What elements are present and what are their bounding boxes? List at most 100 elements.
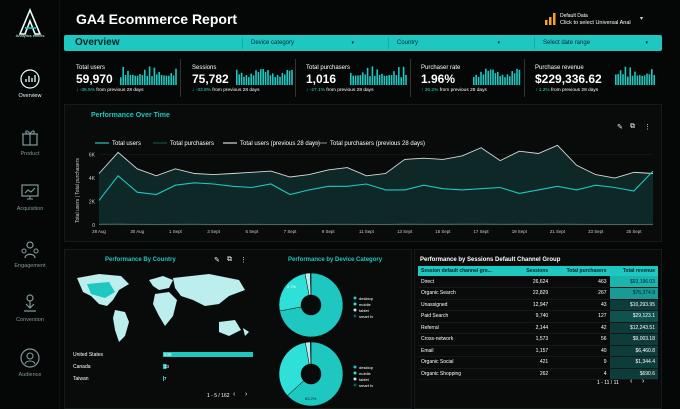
filter-bar: Overview Device category ▾ Country ▾ Selec… [64,35,662,51]
table-row[interactable]: Referral 2,144 42 $12,243.51 [418,322,658,334]
export-icon[interactable]: ⧉ [630,123,635,130]
next-page-icon[interactable]: › [245,391,248,398]
channel-table: Session default channel gro... Sessions … [418,266,658,380]
panel-title: Performance Over Time [91,112,170,119]
revenue-cell: $76,374.9 [609,287,658,300]
audience-icon [20,348,40,368]
spark-bar [388,74,390,85]
legend-label: Total purchasers (previous 28 days) [330,141,425,147]
spark-bar [243,76,245,85]
spark-bar [473,76,475,85]
pie-label: 2.7% [287,284,297,289]
prev-page-icon[interactable]: ‹ [630,378,633,385]
spark-bar [631,75,634,85]
kpi-sessions: Sessions 75,782 ↓ -33.8% from previous 2… [186,57,296,99]
sidebar-item-label: Conversion [16,317,44,323]
spark-bar [369,76,371,85]
legend-dot [353,296,357,300]
gift-icon [22,130,38,146]
country-bar [163,364,167,369]
y-axis-label: Total users | Total purchasers [75,158,81,223]
divider [524,59,525,97]
spark-bar [393,71,395,85]
sidebar-item-overview[interactable]: Overview [4,68,56,99]
country-value: 33 [164,364,170,369]
purchasers-cell: 267 [551,287,610,300]
kpi-sparkline [615,66,655,85]
column-header[interactable]: Total revenue [609,266,658,276]
spark-bar [405,74,407,85]
prev-page-icon[interactable]: ‹ [233,391,236,398]
x-tick-label: 11 Sept [359,229,375,234]
spark-bar [378,74,381,85]
divider [410,59,411,97]
country-bar [163,352,253,357]
channel-name: Direct [418,276,516,288]
sidebar-item-conversion[interactable]: Conversion [4,292,56,323]
country-name: Taiwan [73,376,89,382]
line-chart: 6K 4K 2K 0 Total users | Total purchasers 28 … [75,141,654,234]
table-row[interactable]: Organic Search 22,829 267 $76,374.9 [418,287,658,300]
table-row[interactable]: Organic Social 421 9 $1,344.4 [418,356,658,369]
legend-label: tablet [359,377,370,382]
spark-bar [653,75,655,85]
spark-bar [381,73,383,85]
spark-bar [269,75,272,85]
more-icon[interactable]: ⋮ [240,257,247,264]
column-header[interactable]: Session default channel gro... [418,266,516,276]
kpi-sparkline [120,66,177,85]
country-filter[interactable]: Country ▾ [388,37,506,49]
next-page-icon[interactable]: › [642,378,645,385]
edit-icon[interactable]: ✎ [214,257,220,264]
kpi-change-value: ↓ -33.8% [192,88,211,93]
spark-bar [291,69,293,85]
country-value: 7 [164,376,167,381]
table-row[interactable]: Direct 26,624 463 $93,196.03 [418,276,658,288]
sessions-cell: 262 [515,368,552,380]
kpi-label: Sessions [192,65,217,71]
table-row[interactable]: Paid Search 9,740 127 $29,123.1 [418,310,658,323]
export-icon[interactable]: ⧉ [227,256,232,263]
spark-bar [248,77,250,85]
spark-bar [163,75,165,85]
spark-bar [643,75,646,85]
sessions-cell: 22,829 [515,287,552,300]
column-header[interactable]: Sessions [515,266,552,276]
spark-bar [250,73,252,85]
revenue-cell: $1,344.4 [609,356,658,369]
x-tick-label: 19 Sept [512,229,528,234]
table-row[interactable]: Unassigned 12,947 43 $10,293.95 [418,299,658,311]
page-title: GA4 Ecommerce Report [76,11,238,27]
spark-bar [509,76,511,85]
series-area [99,145,653,225]
kpi-label: Purchaser rate [421,65,461,71]
table-row[interactable]: Cross-network 1,573 56 $9,003.18 [418,333,658,346]
data-source-selector[interactable]: Default Data Click to select Universal A… [542,10,652,30]
spark-bar [376,69,378,85]
sidebar-item-label: Acquisition [16,206,44,212]
channel-name: Organic Social [418,356,516,369]
analytics-effects-logo[interactable] [16,8,44,38]
legend-dot [353,314,357,318]
legend-label: desktop [359,296,374,301]
spark-bar [139,74,141,85]
more-icon[interactable]: ⋮ [644,124,651,131]
kpi-label: Purchase revenue [535,65,584,71]
sidebar-item-product[interactable]: Product [4,126,56,157]
kpi-total-users: Total users 59,970 ↓ -36.5% from previou… [70,57,180,99]
spark-bar [153,67,156,85]
column-header[interactable]: Total purchasers [551,266,610,276]
spark-bar [477,76,480,85]
device-category-filter[interactable]: Device category ▾ [242,37,360,49]
sidebar-item-engagement[interactable]: Engagement [4,238,56,269]
sidebar-item-acquisition[interactable]: Acquisition [4,181,56,212]
legend-dot [353,371,357,375]
spark-bar [374,75,376,85]
table-row[interactable]: Email 1,157 40 $6,460.8 [418,345,658,357]
spark-bar [255,70,257,85]
spark-bar [489,69,492,85]
sidebar-item-audience[interactable]: Audience [4,347,56,378]
date-range-filter[interactable]: Select date range ▾ [534,37,654,49]
edit-icon[interactable]: ✎ [617,124,623,131]
table-row[interactable]: Organic Shopping 262 4 $690.6 [418,368,658,380]
